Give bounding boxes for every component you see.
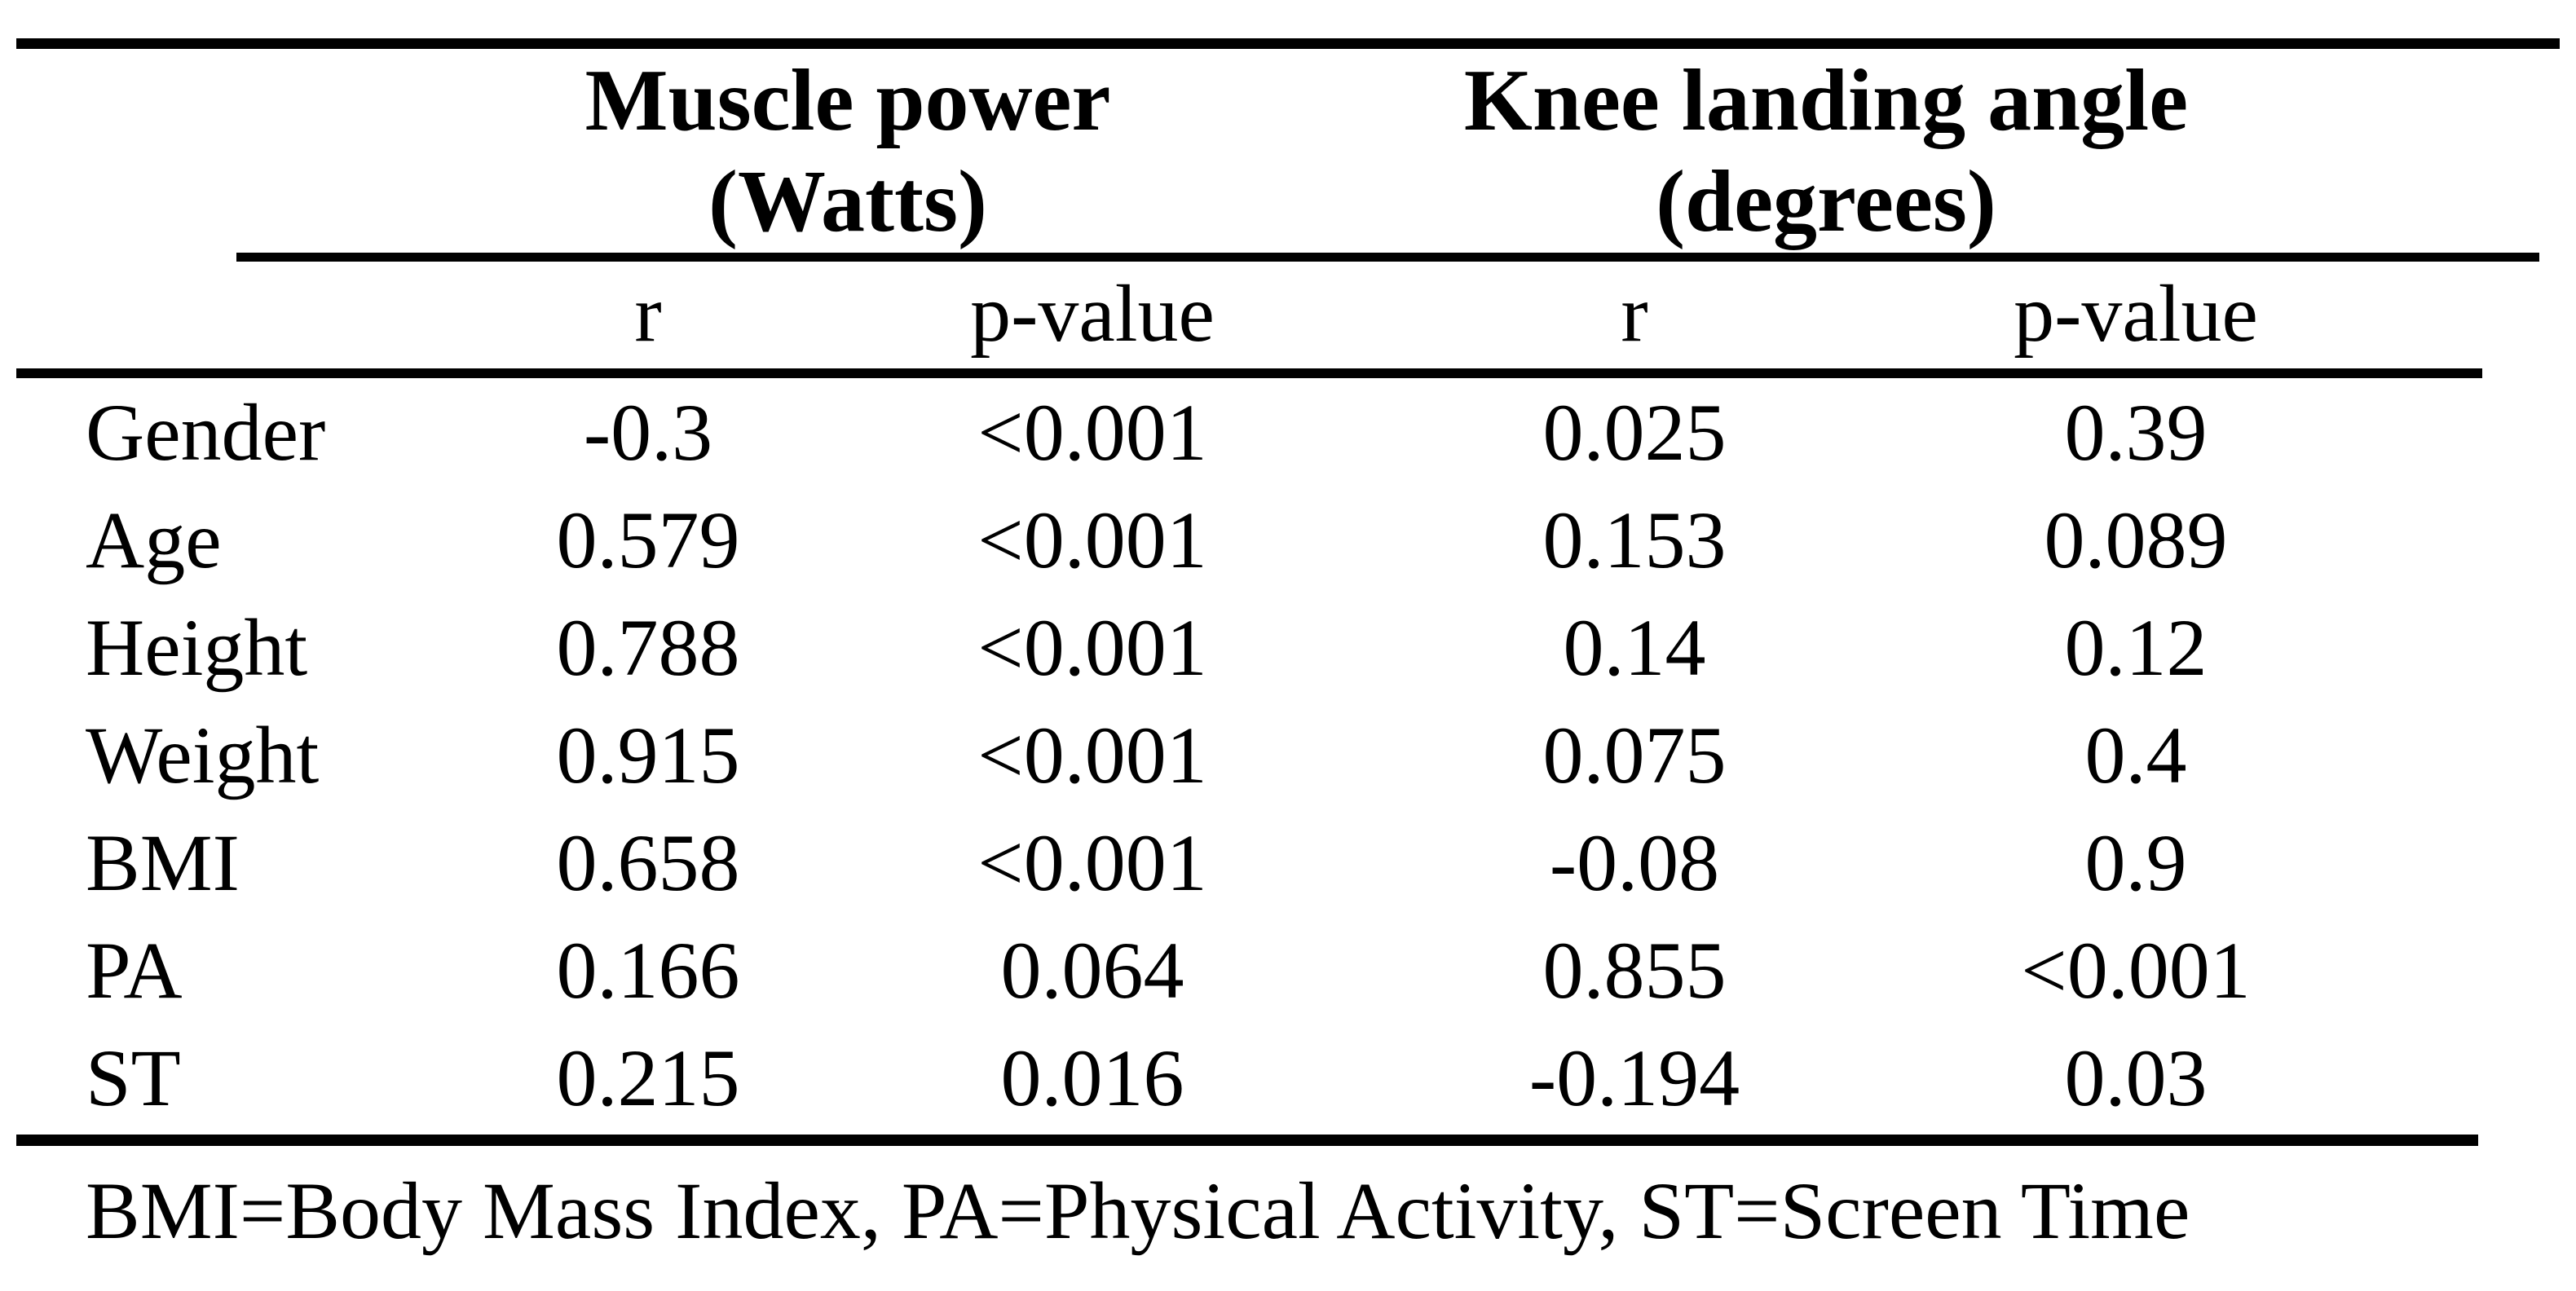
subheader-spacer-cell	[2348, 258, 2576, 368]
knee-pvalue: 0.12	[2064, 601, 2208, 693]
knee-pvalue: 0.39	[2064, 386, 2208, 478]
muscle-r-value: 0.579	[556, 494, 740, 585]
row-spacer-cell	[2348, 486, 2576, 593]
table-row: Gender -0.3 <0.001 0.025 0.39	[0, 378, 2576, 486]
row-spacer-cell	[2348, 809, 2576, 916]
subheader-knee-pvalue: p-value	[2014, 267, 2258, 359]
row-label: Gender	[86, 386, 326, 478]
knee-r-value: 0.153	[1542, 494, 1727, 585]
knee-pvalue: 0.03	[2064, 1032, 2208, 1123]
subheader-knee-r: r	[1621, 267, 1648, 359]
muscle-pvalue: <0.001	[977, 709, 1207, 800]
table-row: BMI 0.658 <0.001 -0.08 0.9	[0, 809, 2576, 916]
column-group-muscle-power: Muscle power (Watts)	[457, 51, 1345, 253]
column-group-knee-landing-angle: Knee landing angle (degrees)	[1345, 51, 2348, 253]
muscle-r-value: 0.658	[556, 817, 740, 908]
muscle-pvalue: <0.001	[977, 494, 1207, 585]
muscle-pvalue: 0.016	[1000, 1032, 1184, 1123]
knee-angle-header-unit: (degrees)	[1656, 153, 1996, 250]
row-spacer-cell	[2348, 378, 2576, 486]
muscle-r-value: 0.915	[556, 709, 740, 800]
row-spacer-cell	[2348, 916, 2576, 1024]
subheader-rule	[16, 368, 2482, 378]
table-row: Weight 0.915 <0.001 0.075 0.4	[0, 701, 2576, 809]
knee-r-value: 0.075	[1542, 709, 1727, 800]
column-group-header-row: Muscle power (Watts) Knee landing angle …	[0, 51, 2576, 253]
row-label: BMI	[86, 817, 240, 908]
table-body: Gender -0.3 <0.001 0.025 0.39 Age 0.579 …	[0, 378, 2576, 1131]
knee-r-value: 0.14	[1563, 601, 1706, 693]
knee-pvalue: 0.089	[2044, 494, 2228, 585]
row-label: Height	[86, 601, 308, 693]
knee-r-value: 0.855	[1542, 924, 1727, 1016]
table-row: ST 0.215 0.016 -0.194 0.03	[0, 1024, 2576, 1131]
table-footnote: BMI=Body Mass Index, PA=Physical Activit…	[86, 1165, 2190, 1256]
muscle-pvalue: 0.064	[1000, 924, 1184, 1016]
knee-pvalue: <0.001	[2021, 924, 2251, 1016]
header-spacer-cell	[0, 51, 457, 253]
muscle-pvalue: <0.001	[977, 817, 1207, 908]
row-label: ST	[86, 1032, 181, 1123]
table-bottom-rule	[16, 1135, 2478, 1146]
muscle-r-value: 0.215	[556, 1032, 740, 1123]
header-spacer-cell	[2348, 51, 2576, 253]
muscle-power-header-label: Muscle power	[584, 52, 1111, 149]
subheader-row: r p-value r p-value	[0, 258, 2576, 368]
knee-r-value: -0.194	[1528, 1032, 1740, 1123]
knee-pvalue: 0.4	[2084, 709, 2187, 800]
muscle-r-value: -0.3	[583, 386, 713, 478]
row-spacer-cell	[2348, 701, 2576, 809]
subheader-spacer-cell	[0, 258, 457, 368]
knee-angle-header-label: Knee landing angle	[1463, 52, 2189, 149]
muscle-r-value: 0.166	[556, 924, 740, 1016]
muscle-r-value: 0.788	[556, 601, 740, 693]
row-spacer-cell	[2348, 593, 2576, 701]
row-label: Age	[86, 494, 222, 585]
column-group-rule	[236, 253, 2539, 262]
row-spacer-cell	[2348, 1024, 2576, 1131]
muscle-pvalue: <0.001	[977, 386, 1207, 478]
table-row: Age 0.579 <0.001 0.153 0.089	[0, 486, 2576, 593]
table-row: Height 0.788 <0.001 0.14 0.12	[0, 593, 2576, 701]
muscle-pvalue: <0.001	[977, 601, 1207, 693]
subheader-muscle-pvalue: p-value	[970, 267, 1215, 359]
knee-r-value: -0.08	[1549, 817, 1720, 908]
row-label: Weight	[86, 709, 320, 800]
row-label: PA	[86, 924, 183, 1016]
table-top-rule	[16, 38, 2560, 49]
muscle-power-header-unit: (Watts)	[708, 153, 987, 250]
subheader-muscle-r: r	[634, 267, 662, 359]
knee-r-value: 0.025	[1542, 386, 1727, 478]
table-row: PA 0.166 0.064 0.855 <0.001	[0, 916, 2576, 1024]
knee-pvalue: 0.9	[2084, 817, 2187, 908]
